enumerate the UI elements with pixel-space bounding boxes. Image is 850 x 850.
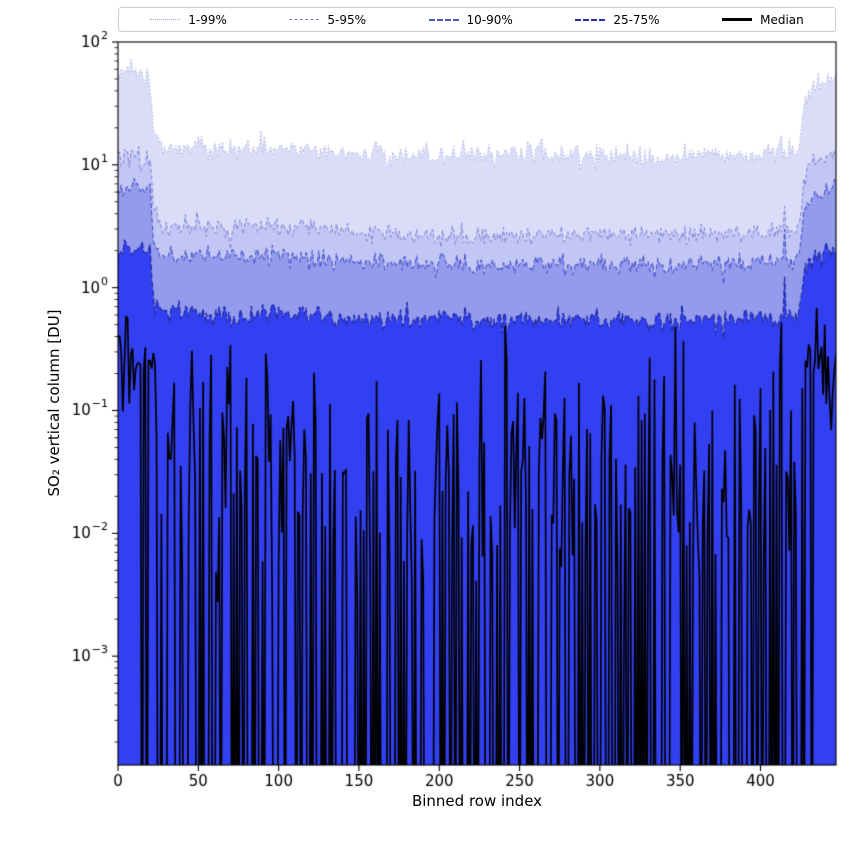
- legend-item-5-95: 5-95%: [289, 13, 366, 27]
- legend-label-1-99: 1-99%: [188, 12, 227, 27]
- legend-item-median: Median: [722, 13, 804, 27]
- legend-key-line-5-95: [289, 19, 320, 20]
- x-axis-label: Binned row index: [411, 792, 543, 810]
- legend-item-10-90: 10-90%: [428, 12, 513, 27]
- legend-label-5-95: 5-95%: [327, 12, 367, 27]
- legend-label-10-90: 10-90%: [466, 12, 513, 27]
- legend-label-25-75: 25-75%: [613, 12, 660, 27]
- legend-item-1-99: 1-99%: [150, 13, 227, 27]
- legend: 1-99% 5-95% 10-90% 25-75% Median: [118, 7, 836, 32]
- legend-key-line-25-75: [575, 18, 606, 21]
- legend-key-line-10-90: [428, 18, 459, 21]
- legend-label-median: Median: [760, 12, 804, 27]
- legend-key-line-1-99: [150, 19, 181, 20]
- y-axis-label: SO₂ vertical column [DU]: [45, 309, 63, 497]
- legend-item-25-75: 25-75%: [575, 12, 660, 27]
- legend-key-line-median: [722, 18, 753, 21]
